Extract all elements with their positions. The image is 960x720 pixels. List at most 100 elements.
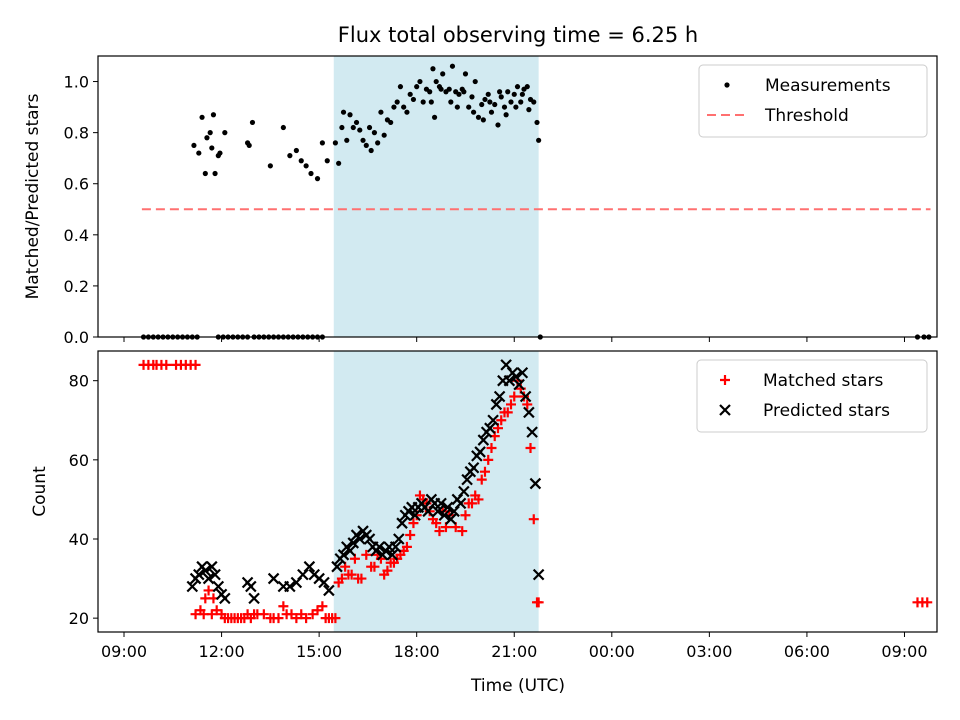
- data-point: [317, 601, 328, 612]
- data-point: [922, 597, 933, 608]
- x-tick-label: 15:00: [296, 642, 342, 661]
- data-point: [401, 104, 407, 110]
- data-point: [408, 518, 419, 529]
- data-point: [258, 609, 269, 620]
- data-point: [479, 101, 485, 108]
- data-point: [456, 91, 462, 97]
- data-point: [519, 391, 530, 402]
- legend-swatch: [720, 375, 730, 385]
- series-predicted-stars: [186, 359, 545, 605]
- data-point: [347, 112, 353, 118]
- y-tick-label: 1.0: [64, 73, 89, 92]
- data-point: [417, 78, 423, 85]
- data-point: [368, 147, 374, 154]
- data-point: [360, 137, 366, 143]
- data-point: [473, 494, 484, 505]
- data-point: [495, 122, 501, 128]
- data-point: [431, 518, 442, 529]
- legend-label: Matched stars: [763, 371, 883, 391]
- legend-swatch: [724, 82, 730, 88]
- data-point: [484, 422, 496, 434]
- data-point: [308, 170, 314, 177]
- data-point: [454, 497, 467, 510]
- y-tick-label: 20: [69, 609, 89, 628]
- data-point: [273, 613, 284, 624]
- data-point: [375, 140, 381, 146]
- data-point: [344, 545, 356, 557]
- data-point: [397, 84, 404, 90]
- y-tick-label: 0.6: [64, 175, 89, 194]
- data-point: [394, 99, 400, 105]
- data-point: [293, 147, 299, 154]
- data-point: [420, 99, 426, 105]
- data-point: [467, 461, 480, 474]
- legend-label: Threshold: [764, 106, 849, 126]
- data-point: [536, 137, 542, 143]
- y-tick-label: 80: [69, 372, 89, 391]
- axes-frame: [97, 350, 938, 633]
- data-point: [202, 170, 208, 177]
- data-point: [298, 158, 304, 164]
- data-point: [369, 561, 380, 572]
- data-point: [245, 580, 257, 593]
- data-point: [513, 378, 525, 391]
- data-point: [482, 96, 488, 103]
- data-point: [469, 94, 475, 100]
- top-panel-ratio: 0.0 0.2 0.4 0.6 0.8 1.0 Matched/Predicted star…: [23, 55, 938, 347]
- data-point: [474, 446, 486, 458]
- data-point: [204, 135, 210, 141]
- x-axis-label: Time (UTC): [470, 676, 565, 696]
- data-point: [533, 597, 544, 608]
- data-point: [219, 592, 231, 605]
- chart-title: Flux total observing time = 6.25 h: [338, 23, 698, 47]
- data-point: [332, 140, 338, 146]
- data-point: [519, 91, 525, 97]
- data-point: [339, 124, 345, 131]
- data-point: [503, 374, 516, 387]
- legend-label: Measurements: [765, 76, 891, 96]
- data-point: [280, 124, 286, 131]
- data-point: [480, 117, 486, 123]
- data-point: [391, 104, 397, 110]
- data-point: [526, 426, 538, 438]
- data-point: [522, 399, 533, 410]
- y-tick-label: 40: [69, 530, 89, 549]
- data-point: [526, 107, 532, 113]
- data-point: [497, 89, 503, 95]
- bottom-panel-count: 20 40 60 80 09:00 12:00 15:00 18:00 21:00 00:00 03…: [30, 350, 938, 661]
- data-point: [196, 150, 202, 156]
- data-point: [492, 101, 498, 108]
- data-point: [534, 119, 540, 126]
- x-tick-label: 18:00: [394, 642, 440, 661]
- data-point: [435, 497, 447, 510]
- data-point: [199, 114, 205, 120]
- data-point: [457, 526, 468, 537]
- data-point: [337, 549, 350, 561]
- data-point: [267, 572, 280, 585]
- data-point: [475, 114, 482, 120]
- data-point: [303, 560, 316, 573]
- data-point: [525, 442, 536, 453]
- legend: Matched stars Predicted stars: [696, 359, 928, 433]
- data-point: [449, 63, 456, 69]
- y-tick-label: 0.4: [64, 226, 89, 245]
- data-point: [193, 568, 205, 581]
- data-point: [519, 390, 532, 403]
- data-point: [386, 549, 399, 561]
- data-point: [381, 132, 387, 138]
- data-point: [477, 434, 490, 446]
- data-point: [438, 509, 451, 522]
- x-tick-label: 21:00: [491, 642, 537, 661]
- data-point: [314, 176, 321, 182]
- data-point: [430, 66, 436, 72]
- data-point: [323, 584, 335, 597]
- data-point: [510, 370, 522, 383]
- data-point: [401, 541, 412, 552]
- data-point: [303, 163, 309, 169]
- x-tick-label: 03:00: [686, 642, 732, 661]
- x-tick-label: 09:00: [101, 642, 147, 661]
- axes-frame: [97, 55, 938, 338]
- data-point: [350, 124, 356, 131]
- data-point: [346, 569, 357, 580]
